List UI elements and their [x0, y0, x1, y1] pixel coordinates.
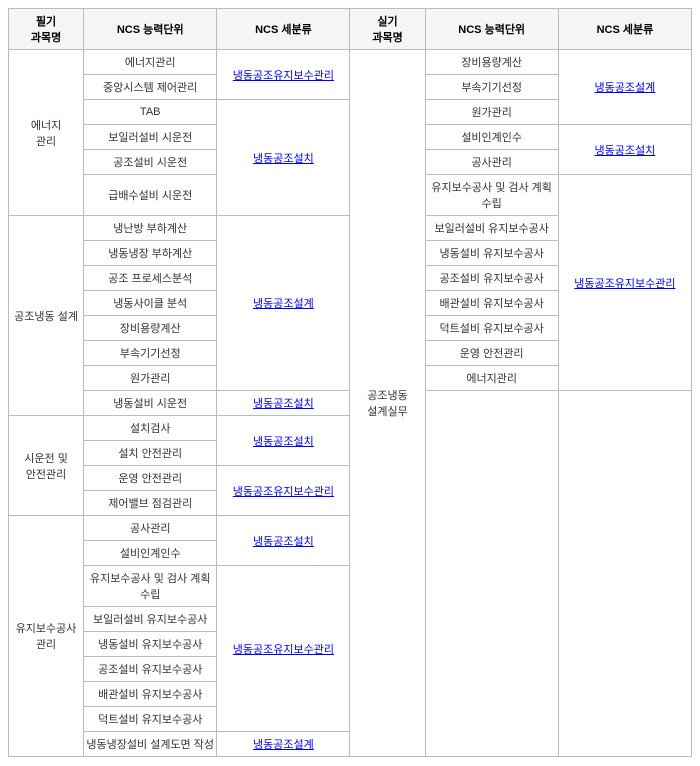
right-unit: 보일러설비 유지보수공사 — [425, 216, 558, 241]
left-unit: TAB — [84, 100, 217, 125]
left-unit: 설치검사 — [84, 416, 217, 441]
left-unit: 공조 프로세스분석 — [84, 266, 217, 291]
left-unit: 장비용량계산 — [84, 316, 217, 341]
right-cat: 냉동공조설계 — [558, 50, 691, 125]
left-unit: 냉동냉장 부하계산 — [84, 241, 217, 266]
right-unit: 에너지관리 — [425, 366, 558, 391]
link-design[interactable]: 냉동공조설계 — [595, 82, 656, 94]
left-unit: 에너지관리 — [84, 50, 217, 75]
link-maint[interactable]: 냉동공조유지보수관리 — [233, 644, 334, 656]
th-ncs-cat-left: NCS 세분류 — [217, 9, 350, 50]
ncs-table: 필기과목명 NCS 능력단위 NCS 세분류 실기과목명 NCS 능력단위 NC… — [8, 8, 692, 757]
left-unit: 냉동냉장설비 설계도면 작성 — [84, 732, 217, 757]
link-install[interactable]: 냉동공조설치 — [253, 436, 314, 448]
link-design[interactable]: 냉동공조설계 — [253, 298, 314, 310]
th-subject-written: 필기과목명 — [9, 9, 84, 50]
left-cat: 냉동공조설치 — [217, 416, 350, 466]
right-unit: 설비인계인수 — [425, 125, 558, 150]
left-cat: 냉동공조유지보수관리 — [217, 466, 350, 516]
right-unit: 운영 안전관리 — [425, 341, 558, 366]
th-ncs-unit-left: NCS 능력단위 — [84, 9, 217, 50]
left-unit: 보일러설비 유지보수공사 — [84, 607, 217, 632]
left-unit: 공사관리 — [84, 516, 217, 541]
left-cat: 냉동공조유지보수관리 — [217, 50, 350, 100]
left-unit: 설비인계인수 — [84, 541, 217, 566]
left-unit: 냉동설비 시운전 — [84, 391, 217, 416]
right-unit: 장비용량계산 — [425, 50, 558, 75]
right-unit-empty — [425, 391, 558, 757]
th-ncs-unit-right: NCS 능력단위 — [425, 9, 558, 50]
left-unit: 제어밸브 점검관리 — [84, 491, 217, 516]
right-cat-empty — [558, 391, 691, 757]
left-unit: 운영 안전관리 — [84, 466, 217, 491]
th-subject-practical: 실기과목명 — [350, 9, 425, 50]
left-unit: 배관설비 유지보수공사 — [84, 682, 217, 707]
right-unit: 공사관리 — [425, 150, 558, 175]
left-unit: 냉동설비 유지보수공사 — [84, 632, 217, 657]
right-unit: 부속기기선정 — [425, 75, 558, 100]
link-install[interactable]: 냉동공조설치 — [595, 145, 656, 157]
th-ncs-cat-right: NCS 세분류 — [558, 9, 691, 50]
left-unit: 부속기기선정 — [84, 341, 217, 366]
left-cat: 냉동공조설치 — [217, 516, 350, 566]
link-maint[interactable]: 냉동공조유지보수관리 — [233, 486, 334, 498]
left-unit: 냉동사이클 분석 — [84, 291, 217, 316]
subject-energy: 에너지관리 — [9, 50, 84, 216]
link-install[interactable]: 냉동공조설치 — [253, 536, 314, 548]
left-cat: 냉동공조설치 — [217, 391, 350, 416]
subject-hvac-design: 공조냉동 설계 — [9, 216, 84, 416]
left-unit: 원가관리 — [84, 366, 217, 391]
link-maint[interactable]: 냉동공조유지보수관리 — [574, 278, 675, 290]
subject-practical: 공조냉동설계실무 — [350, 50, 425, 757]
right-unit: 원가관리 — [425, 100, 558, 125]
left-unit: 냉난방 부하계산 — [84, 216, 217, 241]
left-unit: 유지보수공사 및 검사 계획수립 — [84, 566, 217, 607]
right-unit: 덕트설비 유지보수공사 — [425, 316, 558, 341]
left-cat: 냉동공조유지보수관리 — [217, 566, 350, 732]
left-unit: 공조설비 시운전 — [84, 150, 217, 175]
subject-maint-mgmt: 유지보수공사관리 — [9, 516, 84, 757]
right-cat: 냉동공조설치 — [558, 125, 691, 175]
left-cat: 냉동공조설계 — [217, 216, 350, 391]
subject-trial-safety: 시운전 및안전관리 — [9, 416, 84, 516]
link-install[interactable]: 냉동공조설치 — [253, 153, 314, 165]
right-cat: 냉동공조유지보수관리 — [558, 175, 691, 391]
left-unit: 덕트설비 유지보수공사 — [84, 707, 217, 732]
left-unit: 공조설비 유지보수공사 — [84, 657, 217, 682]
left-unit: 중앙시스템 제어관리 — [84, 75, 217, 100]
right-unit: 냉동설비 유지보수공사 — [425, 241, 558, 266]
right-unit: 유지보수공사 및 검사 계획수립 — [425, 175, 558, 216]
link-design[interactable]: 냉동공조설계 — [253, 739, 314, 751]
right-unit: 배관설비 유지보수공사 — [425, 291, 558, 316]
link-install[interactable]: 냉동공조설치 — [253, 398, 314, 410]
left-cat: 냉동공조설치 — [217, 100, 350, 216]
link-maint[interactable]: 냉동공조유지보수관리 — [233, 70, 334, 82]
left-unit: 급배수설비 시운전 — [84, 175, 217, 216]
left-unit: 보일러설비 시운전 — [84, 125, 217, 150]
right-unit: 공조설비 유지보수공사 — [425, 266, 558, 291]
left-unit: 설치 안전관리 — [84, 441, 217, 466]
left-cat: 냉동공조설계 — [217, 732, 350, 757]
